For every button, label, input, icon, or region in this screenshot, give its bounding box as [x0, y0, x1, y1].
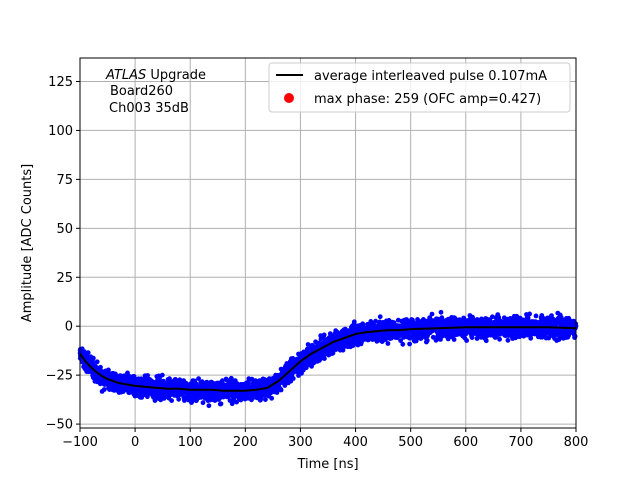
- scatter-point: [505, 337, 511, 343]
- scatter-point: [268, 390, 273, 396]
- scatter-point: [330, 350, 336, 356]
- legend-marker-swatch: [284, 93, 294, 103]
- y-axis-ticks: −50 −25 0 25 50 75 100 125: [46, 75, 80, 433]
- scatter-point: [464, 338, 469, 343]
- y-tick-label: 0: [65, 320, 73, 335]
- scatter-point: [451, 337, 457, 342]
- x-tick-label: 100: [178, 435, 203, 450]
- scatter-point: [373, 318, 378, 324]
- scatter-point: [517, 331, 523, 337]
- scatter-point: [321, 332, 327, 338]
- y-tick-label: −25: [46, 369, 73, 384]
- average-line-series: [79, 326, 577, 392]
- scatter-point: [351, 319, 357, 325]
- x-tick-label: 200: [233, 435, 258, 450]
- y-tick-label: 25: [56, 271, 73, 286]
- scatter-point: [497, 336, 502, 342]
- annotation-line-2: Board260: [110, 84, 173, 99]
- scatter-point: [528, 335, 534, 341]
- scatter-point: [282, 383, 288, 388]
- scatter-point: [159, 372, 165, 378]
- scatter-point: [234, 399, 240, 405]
- legend-entry-max-phase: max phase: 259 (OFC amp=0.427): [314, 92, 541, 107]
- scatter-point: [533, 313, 539, 319]
- scatter-point: [145, 373, 151, 378]
- annotation-upgrade: Upgrade: [146, 68, 206, 83]
- scatter-point: [410, 320, 416, 326]
- x-tick-label: 500: [398, 435, 423, 450]
- legend: average interleaved pulse 0.107mA max ph…: [268, 62, 571, 113]
- scatter-point: [101, 387, 107, 392]
- scatter-point: [360, 321, 366, 327]
- scatter-point: [438, 309, 444, 315]
- scatter-point: [427, 315, 433, 320]
- scatter-point: [206, 403, 212, 409]
- average-line: [79, 326, 577, 392]
- plot-area: [80, 58, 576, 428]
- y-tick-label: 50: [56, 222, 73, 237]
- annotation: ATLAS Upgrade Board260 Ch003 35dB: [105, 68, 206, 116]
- x-tick-label: 400: [343, 435, 368, 450]
- y-tick-label: 100: [48, 124, 73, 139]
- x-tick-label: −100: [62, 435, 98, 450]
- scatter-point: [94, 359, 100, 365]
- scatter-point: [377, 314, 383, 320]
- y-tick-label: −50: [46, 418, 73, 433]
- scatter-point: [85, 350, 91, 356]
- scatter-point: [303, 365, 309, 371]
- scatter-point: [98, 364, 103, 370]
- x-axis-label: Time [ns]: [296, 457, 358, 472]
- scatter-point: [340, 347, 346, 353]
- annotation-italic: ATLAS: [105, 68, 146, 83]
- scatter-point: [490, 314, 495, 320]
- scatter-point: [263, 397, 268, 402]
- annotation-line-1: ATLAS Upgrade: [105, 68, 206, 83]
- scatter-point: [398, 338, 403, 343]
- scatter-point: [474, 336, 480, 341]
- scatter-point: [169, 398, 175, 403]
- scatter-point: [527, 311, 532, 317]
- legend-box: [268, 62, 571, 113]
- scatter-point: [177, 377, 183, 383]
- x-tick-label: 800: [564, 435, 589, 450]
- plot-frame: [79, 57, 577, 429]
- x-tick-label: 600: [453, 435, 478, 450]
- scatter-point: [429, 311, 435, 317]
- x-tick-label: 700: [508, 435, 533, 450]
- annotation-line-3: Ch003 35dB: [109, 101, 189, 116]
- scatter-point: [385, 341, 391, 346]
- scatter-point: [572, 333, 578, 339]
- scatter-point: [469, 335, 475, 340]
- scatter-point: [196, 376, 202, 381]
- scatter-point: [167, 376, 172, 382]
- grid: [79, 58, 577, 428]
- scatter-point: [91, 355, 96, 361]
- y-tick-label: 75: [56, 173, 73, 188]
- scatter-point: [350, 342, 356, 348]
- scatter-point: [269, 395, 275, 401]
- scatter-point: [246, 380, 251, 386]
- scatter-point: [218, 401, 224, 407]
- scatter-point: [200, 400, 206, 406]
- scatter-point: [407, 341, 412, 347]
- scatter-point: [424, 338, 430, 343]
- y-axis-label: Amplitude [ADC Counts]: [20, 164, 35, 322]
- scatter-point: [290, 376, 296, 381]
- scatter-point: [483, 338, 489, 344]
- x-tick-label: 300: [288, 435, 313, 450]
- scatter-point: [220, 378, 225, 384]
- x-axis-ticks: −100 0 100 200 300 400 500 600 700 800: [62, 428, 588, 450]
- legend-entry-average: average interleaved pulse 0.107mA: [314, 69, 547, 84]
- x-tick-label: 0: [131, 435, 139, 450]
- scatter-point: [400, 341, 406, 347]
- scatter-point: [322, 356, 327, 361]
- y-tick-label: 125: [48, 75, 73, 90]
- scatter-point: [176, 396, 182, 402]
- scatter-point: [278, 387, 284, 393]
- scatter-point: [558, 314, 564, 320]
